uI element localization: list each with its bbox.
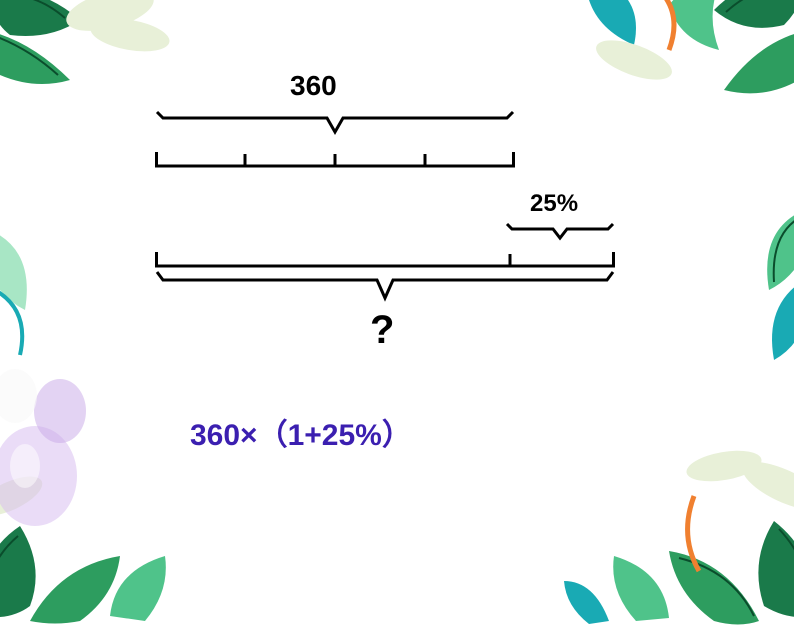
top-brace	[155, 110, 515, 138]
top-value-label: 360	[290, 70, 337, 102]
bottom-numberline	[155, 250, 615, 270]
bottom-brace	[155, 270, 615, 304]
question-mark: ?	[370, 308, 394, 353]
decor-right-mid	[729, 200, 794, 380]
small-brace	[505, 222, 615, 242]
decor-left-mid	[0, 220, 65, 360]
slide-content: 360 25% ?	[60, 40, 734, 536]
formula-text: 360×（1+25%）	[190, 410, 412, 454]
percent-label: 25%	[530, 190, 578, 218]
top-numberline	[155, 150, 515, 170]
